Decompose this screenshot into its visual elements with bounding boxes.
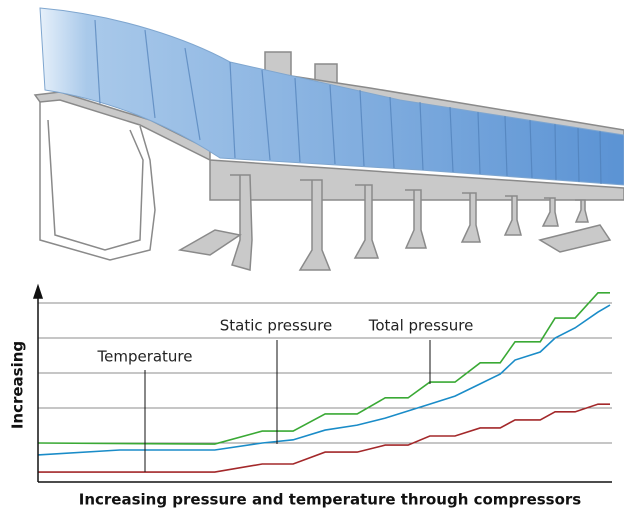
y-axis-label: Increasing <box>9 341 27 429</box>
engine-illustration <box>35 8 624 270</box>
x-axis-label: Increasing pressure and temperature thro… <box>79 491 582 509</box>
page: Increasing Increasing pressure and tempe… <box>0 0 624 513</box>
annotation: Total pressure <box>368 317 474 335</box>
annotation: Static pressure <box>220 317 332 335</box>
annotation: Temperature <box>96 348 192 366</box>
